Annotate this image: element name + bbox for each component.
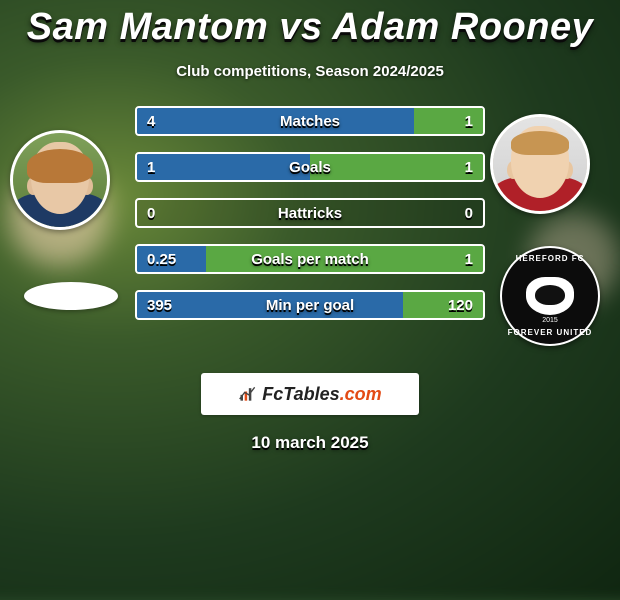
stat-row: 00Hattricks [135,198,485,228]
stat-row: 395120Min per goal [135,290,485,320]
subtitle: Club competitions, Season 2024/2025 [0,63,620,80]
stat-row: 41Matches [135,106,485,136]
infographic-root: Sam Mantom vs Adam Rooney Club competiti… [0,0,620,580]
stat-label: Goals per match [137,246,483,272]
vs-text: vs [279,6,322,48]
player-right-name: Adam Rooney [332,6,593,48]
page-title: Sam Mantom vs Adam Rooney [0,0,620,49]
club-left-placeholder [24,282,118,310]
date-text: 10 march 2025 [0,433,620,453]
player-left-name: Sam Mantom [27,6,268,48]
brand-badge: FcTables.com [201,373,419,415]
chart-icon [238,384,258,404]
club-badge-top-text: HEREFORD FC [502,254,598,263]
club-right-badge: HEREFORD FC 2015 FOREVER UNITED [500,246,600,346]
stat-label: Goals [137,154,483,180]
brand-text: FcTables.com [262,384,381,405]
stat-bars: 41Matches 11Goals 00Hattricks 0.251Goals pe… [135,106,485,336]
stat-row: 11Goals [135,152,485,182]
club-badge-year: 2015 [502,317,598,324]
stat-label: Min per goal [137,292,483,318]
stat-label: Matches [137,108,483,134]
comparison-area: HEREFORD FC 2015 FOREVER UNITED 41Matche… [0,106,620,351]
player-left-avatar [10,130,110,230]
stat-row: 0.251Goals per match [135,244,485,274]
stat-label: Hattricks [137,200,483,226]
club-badge-bottom-text: FOREVER UNITED [502,328,598,337]
brand-domain: .com [340,384,382,404]
brand-name: FcTables [262,384,339,404]
player-right-avatar [490,114,590,214]
